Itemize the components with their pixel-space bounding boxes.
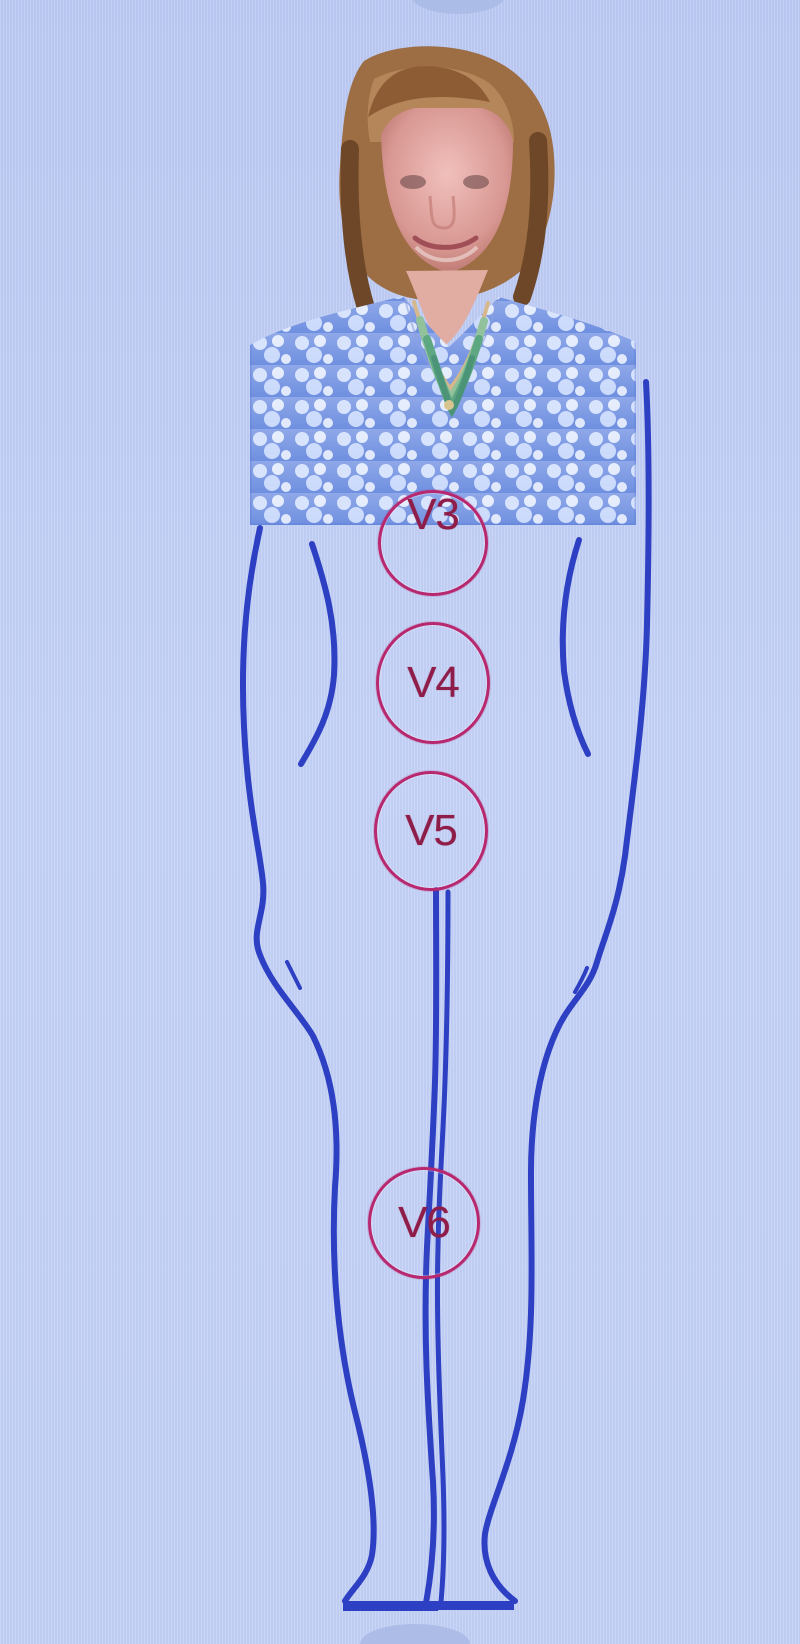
top-handle (410, 0, 506, 14)
vertebra-label-v3: V3 (407, 490, 460, 539)
vertebra-marker-v3: V3 (378, 490, 488, 596)
vertebra-marker-v5: V5 (374, 771, 488, 891)
vertebra-marker-v6: V6 (368, 1167, 480, 1279)
vertebra-label-v5: V5 (405, 806, 458, 855)
vertebra-label-v4: V4 (407, 658, 460, 707)
vertebra-label-v6: V6 (398, 1198, 451, 1247)
vertebra-marker-v4: V4 (376, 622, 490, 744)
bottom-handle (360, 1624, 470, 1644)
